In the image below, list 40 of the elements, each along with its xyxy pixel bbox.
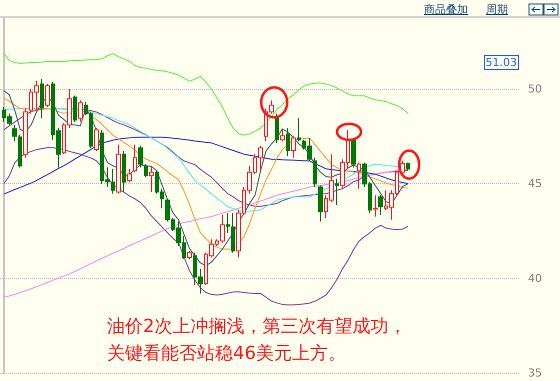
candlestick [73, 95, 77, 122]
candlestick [378, 194, 383, 216]
candlestick [78, 100, 83, 122]
y-tick-label: 45 [528, 177, 542, 190]
y-tick-label: 40 [528, 272, 542, 285]
candlestick [313, 157, 317, 188]
candlestick [127, 168, 132, 183]
candlestick [187, 250, 192, 260]
candlestick [231, 212, 235, 254]
line-series [3, 147, 409, 306]
candlestick [138, 146, 143, 168]
candlestick [373, 194, 378, 218]
candlestick [318, 184, 323, 222]
candlestick [291, 136, 296, 158]
candlestick [335, 178, 339, 206]
candlestick [357, 162, 361, 190]
candlestick [122, 150, 126, 192]
line-series [3, 52, 409, 136]
text: 商品叠加 [424, 2, 468, 17]
candlestick [149, 165, 154, 192]
candlestick [286, 128, 290, 156]
line-series [3, 136, 409, 195]
candlestick [226, 212, 230, 234]
candlestick [297, 118, 301, 142]
text: 周期 [486, 2, 508, 17]
candlestick [23, 108, 28, 158]
candlestick [94, 128, 99, 152]
candlestick [275, 113, 279, 144]
annotation: 关键看能否站稳46美元上方。 [107, 342, 346, 365]
candlestick [144, 164, 148, 178]
candlestick [116, 144, 121, 194]
candlestick [280, 129, 285, 142]
candlestick [40, 78, 44, 119]
text: 51.03 [484, 55, 519, 70]
annotation: 油价2次上冲搁浅，第三次有望成功， [107, 315, 406, 338]
candlestick [406, 162, 410, 171]
candlestick [45, 84, 50, 108]
y-tick-label: 50 [528, 82, 542, 96]
candlestick [133, 144, 137, 173]
y-tick-label: 35 [528, 366, 542, 380]
